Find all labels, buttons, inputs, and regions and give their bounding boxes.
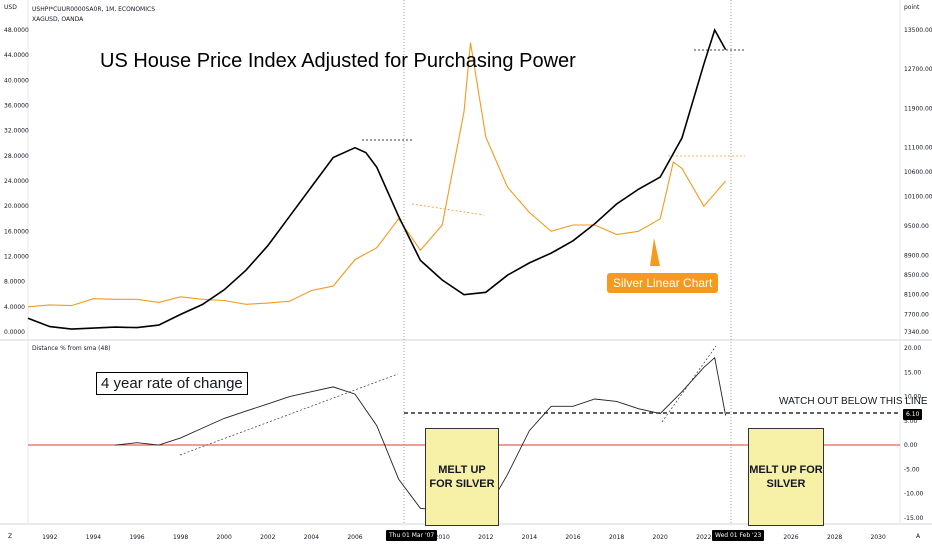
right-axis-tick-label: 10600.00	[904, 169, 932, 176]
watch-out-label: WATCH OUT BELOW THIS LINE	[779, 396, 928, 407]
lower-axis-tick-label: 10.00	[904, 394, 921, 401]
left-axis-tick-label: 20.0000	[4, 203, 29, 210]
left-axis-tick-label: 44.0000	[4, 52, 29, 59]
right-axis-tick-label: 8100.00	[904, 292, 929, 299]
melt-up-text-1: MELT UP FOR SILVER	[429, 464, 495, 490]
left-axis-tick-label: 40.0000	[4, 77, 29, 84]
series-legend-2[interactable]: XAGUSD, OANDA	[32, 16, 84, 23]
crosshair-date-1: Thu 01 Mar '07	[386, 530, 438, 541]
time-axis-tick-label: 2026	[783, 534, 798, 541]
time-axis-tick-label: 2004	[304, 534, 319, 541]
time-axis-tick-label: 2000	[217, 534, 232, 541]
left-axis-tick-label: 36.0000	[4, 103, 29, 110]
upper-plot-area	[27, 27, 727, 330]
left-axis-tick-label: 12.0000	[4, 254, 29, 261]
timezone-icon[interactable]: Z	[8, 533, 13, 540]
right-axis-tick-label: 11900.00	[904, 105, 932, 112]
left-axis-tick-label: 8.0000	[4, 279, 25, 286]
time-axis-tick-label: 2022	[696, 534, 711, 541]
time-axis-tick-label: 2016	[565, 534, 580, 541]
time-axis-tick-label: 2002	[260, 534, 275, 541]
chart-title: US House Price Index Adjusted for Purcha…	[100, 50, 576, 72]
silver-label: Silver Linear Chart	[607, 273, 719, 293]
lower-axis-tick-label: 0.00	[904, 442, 918, 449]
right-axis-tick-label: 7340.00	[904, 329, 929, 336]
left-axis-tick-label: 28.0000	[4, 153, 29, 160]
time-axis-tick-label: 1994	[86, 534, 101, 541]
series-legend-1[interactable]: USHPI*CUUR0000SA0R, 1M, ECONOMICS	[32, 6, 156, 13]
time-axis-tick-label: 2030	[871, 534, 886, 541]
house-price-series-line	[27, 27, 727, 330]
time-axis-tick-label: 2006	[347, 534, 362, 541]
left-axis-tick-label: 4.0000	[4, 304, 25, 311]
silver-resistance-2008	[411, 203, 485, 216]
crosshair-date-2: Wed 01 Feb '23	[712, 530, 765, 541]
right-axis-tick-label: 12700.00	[904, 66, 932, 73]
melt-up-box-1: MELT UP FOR SILVER	[425, 428, 499, 526]
left-axis-tick-label: 48.0000	[4, 27, 29, 34]
time-axis-tick-label: 2014	[522, 534, 537, 541]
right-axis-tick-label: 8500.00	[904, 272, 929, 279]
time-axis-tick-label: 1992	[42, 534, 57, 541]
time-axis-tick-label: 1998	[173, 534, 188, 541]
lower-axis-tick-label: -15.00	[904, 515, 924, 522]
right-axis-unit: point	[904, 4, 920, 11]
melt-up-box-2: MELT UP FOR SILVER	[748, 428, 824, 526]
right-axis-tick-label: 7700.00	[904, 311, 929, 318]
axis-labels: 0.0000 4.0000 8.0000 12.0000 16.0000 20.0000 2…	[4, 27, 932, 541]
right-axis-tick-label: 8900.00	[904, 253, 929, 260]
lower-axis-tick-label: -5.00	[904, 466, 920, 473]
lower-axis-tick-label: 5.00	[904, 418, 918, 425]
left-axis-tick-label: 24.0000	[4, 178, 29, 185]
roc-trendline-2	[661, 345, 717, 423]
melt-up-text-2: MELT UP FOR SILVER	[749, 464, 823, 490]
indicator-legend[interactable]: Distance % from sma (48)	[32, 345, 111, 352]
lower-axis-tick-label: -10.00	[904, 491, 924, 498]
roc-label: 4 year rate of change	[96, 372, 248, 395]
roc-trendline-1	[179, 373, 399, 456]
left-axis-tick-label: 16.0000	[4, 228, 29, 235]
silver-label-pointer	[650, 238, 660, 266]
time-axis-tick-label: 1996	[129, 534, 144, 541]
right-axis-tick-label: 9500.00	[904, 223, 929, 230]
time-axis-tick-label: 2010	[435, 534, 450, 541]
auto-scale-button[interactable]: A	[916, 533, 921, 540]
time-axis-tick-label: 2028	[827, 534, 842, 541]
time-axis-tick-label: 2018	[609, 534, 624, 541]
right-axis-tick-label: 10100.00	[904, 194, 932, 201]
right-axis-tick-label: 13500.00	[904, 27, 932, 34]
left-axis-tick-label: 32.0000	[4, 128, 29, 135]
right-axis-tick-label: 11100.00	[904, 145, 932, 152]
time-axis-tick-label: 2012	[478, 534, 493, 541]
lower-axis-tick-label: 15.00	[904, 369, 921, 376]
left-axis-unit: USD	[4, 4, 17, 11]
silver-series-line	[27, 42, 727, 308]
current-value-tag: 6.10	[903, 409, 923, 420]
lower-axis-tick-label: 20.00	[904, 345, 921, 352]
time-axis-tick-label: 2020	[653, 534, 668, 541]
left-axis-tick-label: 0.0000	[4, 329, 25, 336]
